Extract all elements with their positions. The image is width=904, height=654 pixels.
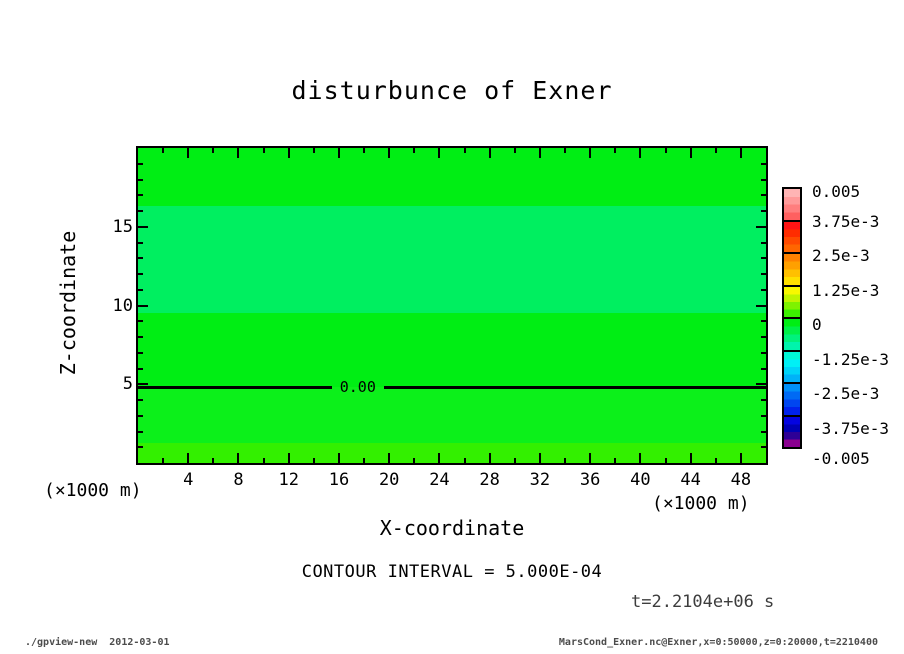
colorbar-segment	[782, 219, 802, 254]
colorbar-segment	[782, 382, 802, 417]
x-tick-label: 44	[680, 470, 701, 490]
x-axis-title: X-coordinate	[379, 516, 525, 540]
colorbar-tick-label: 0.005	[812, 182, 861, 201]
colorbar-segment	[782, 284, 802, 319]
colorbar	[782, 187, 802, 449]
x-tick-label: 32	[529, 470, 551, 490]
x-tick-label: 12	[278, 470, 299, 490]
y-axis-unit-label: (×1000 m)	[44, 480, 142, 501]
colorbar-segment	[782, 187, 802, 222]
colorbar-tick-label: -2.5e-3	[812, 384, 880, 403]
plot-frame	[136, 146, 768, 465]
fill-band	[138, 206, 766, 313]
contour-line	[138, 385, 332, 389]
colorbar-tick-label: -0.005	[812, 449, 870, 468]
x-tick-label: 24	[429, 470, 450, 490]
x-tick-label: 48	[730, 470, 752, 490]
x-tick-label: 36	[579, 470, 601, 490]
colorbar-segment	[782, 349, 802, 384]
contour-line	[383, 385, 766, 389]
fill-band	[138, 386, 766, 444]
fill-band	[138, 312, 766, 387]
colorbar-tick-label: 3.75e-3	[812, 211, 880, 231]
footer-command-text: ./gpview-new 2012-03-01	[25, 637, 170, 648]
contour-line-label: 0.00	[339, 377, 376, 396]
footer-source-text: MarsCond_Exner.nc@Exner,x=0:50000,z=0:20…	[558, 637, 878, 648]
x-axis-unit-label: (×1000 m)	[652, 493, 750, 514]
x-tick-label: 28	[479, 470, 500, 490]
colorbar-tick-label: -3.75e-3	[812, 418, 890, 438]
colorbar-segment	[782, 252, 802, 287]
y-tick-label: 5	[122, 374, 133, 395]
fill-band	[138, 148, 766, 207]
colorbar-tick-label: 1.25e-3	[812, 280, 880, 300]
time-annotation: t=2.2104e+06 s	[631, 592, 775, 612]
x-tick-label: 40	[630, 470, 651, 490]
colorbar-segment	[782, 414, 802, 449]
contour-interval-text: CONTOUR INTERVAL = 5.000E-04	[301, 562, 603, 582]
fill-band	[138, 443, 766, 463]
y-tick-label: 15	[112, 216, 133, 237]
x-tick-label: 8	[233, 470, 244, 490]
x-tick-label: 20	[378, 470, 400, 490]
colorbar-segment	[782, 317, 802, 352]
colorbar-tick-label: 0	[812, 315, 822, 334]
y-tick-label: 10	[112, 295, 133, 316]
colorbar-tick-label: -1.25e-3	[812, 349, 890, 369]
chart-title: disturbunce of Exner	[291, 76, 613, 105]
x-tick-label: 16	[328, 470, 350, 490]
x-tick-label: 4	[183, 470, 194, 490]
y-axis-title: Z-coordinate	[56, 230, 80, 376]
colorbar-tick-label: 2.5e-3	[812, 246, 870, 265]
plot-area: 0.00	[138, 148, 766, 463]
